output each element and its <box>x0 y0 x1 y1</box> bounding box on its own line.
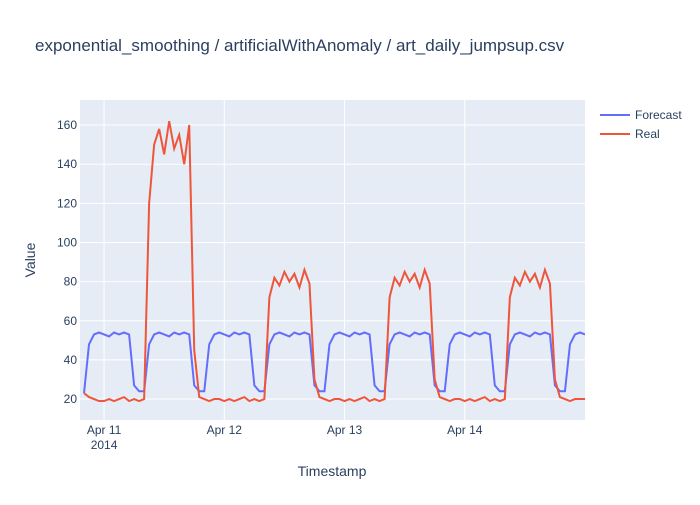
series-line <box>83 331 585 394</box>
y-tick-label: 160 <box>57 118 77 132</box>
x-tick-label: Apr 11 <box>87 423 122 437</box>
y-tick-label: 120 <box>57 196 77 210</box>
series-line <box>83 120 585 403</box>
y-tick-label: 140 <box>57 157 77 171</box>
x-tick-label: 2014 <box>91 438 118 452</box>
y-axis-title: Value <box>22 242 38 277</box>
chart-title: exponential_smoothing / artificialWithAn… <box>35 36 565 55</box>
y-tick-label: 100 <box>57 235 77 249</box>
x-tick-label: Apr 14 <box>447 423 483 437</box>
y-tick-label: 80 <box>64 275 78 289</box>
x-tick-label: Apr 13 <box>327 423 363 437</box>
x-tick-label: Apr 12 <box>207 423 243 437</box>
x-axis-title: Timestamp <box>298 463 367 479</box>
plot-area <box>80 100 585 420</box>
y-tick-label: 40 <box>64 353 78 367</box>
legend: Forecast Real <box>600 108 682 141</box>
y-tick-label: 60 <box>64 314 78 328</box>
legend-label: Forecast <box>635 108 682 122</box>
lines <box>83 120 585 403</box>
y-tick-label: 20 <box>64 392 78 406</box>
grid <box>80 100 585 420</box>
legend-label: Real <box>635 127 660 141</box>
